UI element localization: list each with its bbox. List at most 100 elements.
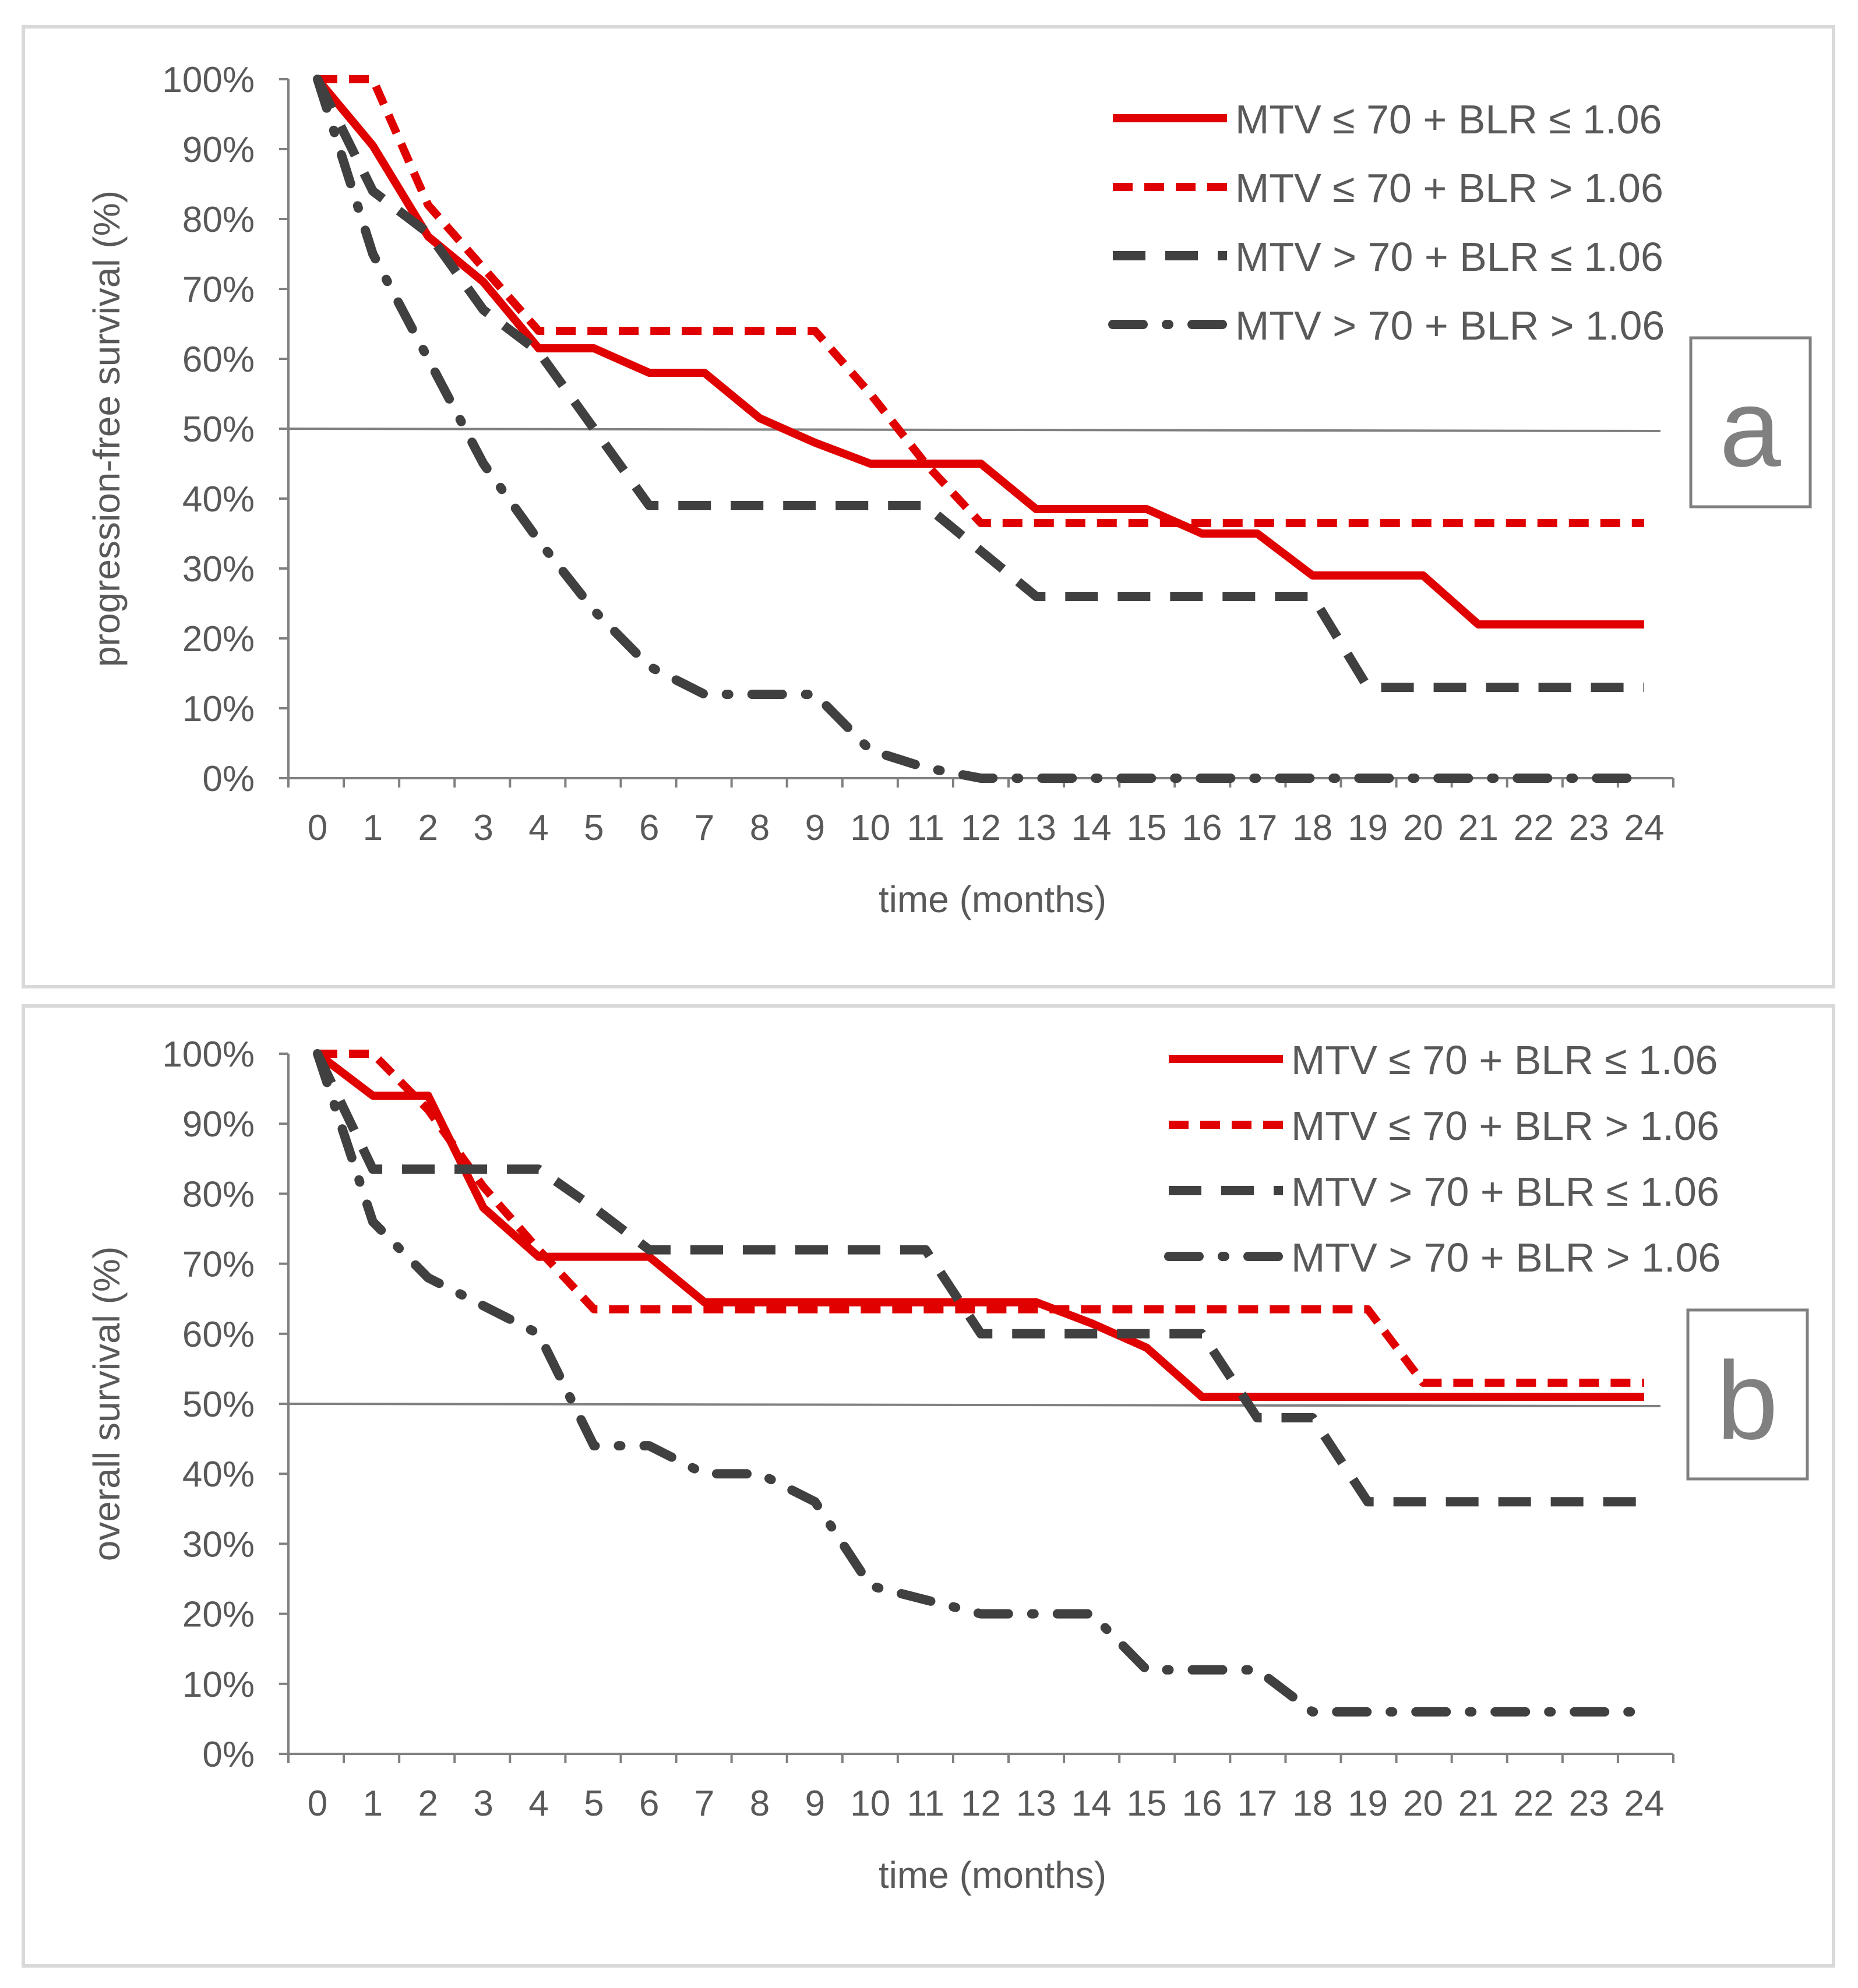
series-line-dash-dot	[313, 1049, 1649, 1717]
y-tick-label: 70%	[182, 270, 255, 310]
y-tick-label: 50%	[182, 409, 255, 450]
median-reference-line	[288, 1403, 1661, 1407]
y-tick-label: 0%	[202, 759, 255, 799]
y-tick-label: 70%	[182, 1245, 255, 1285]
x-tick-label: 22	[1514, 1784, 1554, 1824]
panel-label-box	[1689, 336, 1812, 509]
x-tick-label: 16	[1182, 808, 1222, 848]
y-tick-label: 80%	[182, 1174, 255, 1214]
x-tick-label: 9	[805, 1784, 825, 1824]
y-tick-label: 30%	[182, 549, 255, 589]
series-line-dash-dot	[313, 75, 1649, 783]
legend-label: MTV > 70 + BLR > 1.06	[1291, 1235, 1720, 1280]
panel-a: 0%10%20%30%40%50%60%70%80%90%100%0 1 2 3 4 5 6…	[22, 25, 1835, 988]
panel-label-box	[1686, 1308, 1809, 1481]
x-tick-label: 22	[1514, 808, 1554, 848]
x-tick-label: 10	[850, 1784, 890, 1824]
x-tick-label: 15	[1127, 1784, 1167, 1824]
x-tick-label: 0	[308, 1784, 327, 1824]
series-line-long-dash	[313, 77, 1644, 692]
x-tick-label: 13	[1016, 1784, 1056, 1824]
x-tick-label: 24	[1624, 808, 1665, 848]
x-tick-label: 24	[1624, 1784, 1665, 1824]
y-tick-label: 90%	[182, 1104, 255, 1145]
y-tick-label: 40%	[182, 479, 255, 520]
legend-label: MTV ≤ 70 + BLR > 1.06	[1291, 1103, 1719, 1149]
y-tick-label: 30%	[182, 1524, 255, 1565]
y-tick-label: 60%	[182, 340, 255, 380]
x-tick-label: 3	[473, 808, 493, 848]
x-tick-label: 6	[639, 808, 659, 848]
x-axis-title: time (months)	[879, 1854, 1106, 1896]
panel-label: b	[1716, 1339, 1778, 1463]
x-tick-label: 12	[961, 1784, 1001, 1824]
x-tick-label: 1	[363, 1784, 383, 1824]
x-tick-label: 18	[1292, 1784, 1332, 1824]
panel-b: 0%10%20%30%40%50%60%70%80%90%100%0 1 2 3 4 5 6…	[22, 1004, 1835, 1968]
y-tick-label: 0%	[202, 1735, 255, 1775]
x-tick-label: 5	[584, 1784, 604, 1824]
x-tick-label: 11	[907, 808, 944, 848]
y-tick-label: 40%	[182, 1454, 255, 1495]
x-tick-label: 0	[308, 808, 327, 848]
series-line-long-dash	[313, 1051, 1644, 1507]
x-tick-label: 4	[528, 808, 548, 848]
x-tick-label: 19	[1348, 808, 1388, 848]
legend-label: MTV > 70 + BLR > 1.06	[1235, 303, 1665, 348]
panel-frame	[22, 25, 1835, 988]
x-tick-label: 21	[1458, 1784, 1499, 1824]
x-tick-label: 16	[1182, 1784, 1222, 1824]
x-tick-label: 4	[528, 1784, 548, 1824]
series-line-solid	[314, 76, 1644, 628]
x-tick-label: 2	[418, 1784, 438, 1824]
x-tick-label: 3	[473, 1784, 493, 1824]
x-axis-title: time (months)	[879, 878, 1106, 920]
x-tick-label: 7	[694, 1784, 714, 1824]
x-tick-label: 8	[750, 808, 770, 848]
legend-label: MTV > 70 + BLR ≤ 1.06	[1291, 1169, 1719, 1214]
x-tick-label: 19	[1348, 1784, 1388, 1824]
y-tick-label: 10%	[182, 1665, 255, 1705]
y-axis-title: progression-free survival (%)	[86, 190, 128, 667]
x-tick-label: 14	[1071, 808, 1112, 848]
x-tick-label: 17	[1237, 1784, 1277, 1824]
x-tick-label: 12	[961, 808, 1001, 848]
y-tick-label: 20%	[182, 619, 255, 659]
x-tick-label: 5	[584, 808, 604, 848]
y-tick-label: 90%	[182, 130, 255, 170]
x-tick-label: 20	[1403, 808, 1443, 848]
x-tick-label: 6	[639, 1784, 659, 1824]
legend-label: MTV ≤ 70 + BLR ≤ 1.06	[1291, 1037, 1718, 1083]
x-tick-label: 7	[694, 808, 714, 848]
y-axis-title: overall survival (%)	[86, 1247, 128, 1562]
legend-label: MTV ≤ 70 + BLR > 1.06	[1235, 165, 1663, 211]
y-tick-label: 100%	[162, 60, 255, 100]
legend-label: MTV ≤ 70 + BLR ≤ 1.06	[1235, 97, 1662, 142]
x-tick-label: 1	[363, 808, 383, 848]
y-tick-label: 20%	[182, 1595, 255, 1635]
y-tick-label: 50%	[182, 1385, 255, 1425]
panel-label: a	[1719, 366, 1781, 490]
series-line-solid	[315, 1050, 1644, 1401]
x-tick-label: 21	[1458, 808, 1499, 848]
x-tick-label: 17	[1237, 808, 1277, 848]
series-line-short-dash	[318, 1050, 1644, 1387]
y-tick-label: 80%	[182, 200, 255, 240]
x-tick-label: 8	[750, 1784, 770, 1824]
y-tick-label: 10%	[182, 689, 255, 729]
x-tick-label: 23	[1569, 1784, 1609, 1824]
y-tick-label: 100%	[162, 1034, 255, 1075]
median-reference-line	[288, 428, 1661, 432]
x-tick-label: 10	[850, 808, 890, 848]
x-tick-label: 20	[1403, 1784, 1443, 1824]
y-tick-label: 60%	[182, 1315, 255, 1355]
x-tick-label: 13	[1016, 808, 1056, 848]
x-tick-label: 15	[1127, 808, 1167, 848]
legend-label: MTV > 70 + BLR ≤ 1.06	[1235, 234, 1663, 280]
x-tick-label: 2	[418, 808, 438, 848]
x-tick-label: 9	[805, 808, 825, 848]
x-tick-label: 11	[907, 1784, 944, 1824]
series-line-short-dash	[318, 75, 1644, 527]
x-tick-label: 23	[1569, 808, 1609, 848]
